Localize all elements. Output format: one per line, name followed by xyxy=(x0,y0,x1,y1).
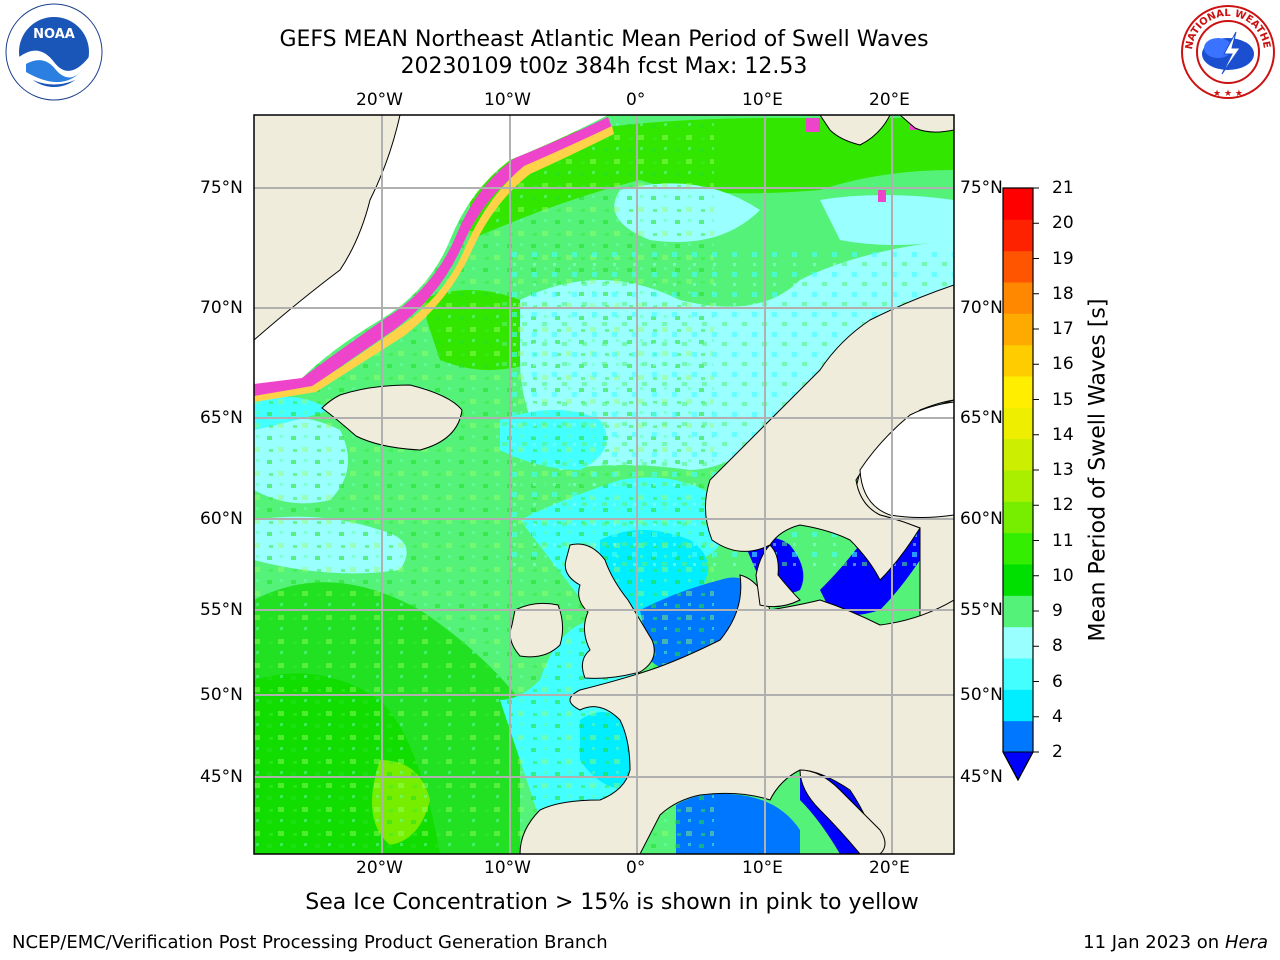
lat-label-left-70n: 70°N xyxy=(200,298,243,318)
great-britain-land xyxy=(564,543,655,679)
colorbar-tick-label: 9 xyxy=(1052,601,1063,621)
colorbar-segment xyxy=(1003,720,1033,753)
footer-date-text: 11 Jan 2023 on xyxy=(1083,932,1220,953)
lon-label-bottom-10e: 10°E xyxy=(742,858,783,878)
graticule xyxy=(254,115,954,854)
colorbar-tick-label: 8 xyxy=(1052,636,1063,657)
lat-label-left-50n: 50°N xyxy=(200,685,243,705)
colorbar-tick-label: 16 xyxy=(1052,354,1074,375)
lat-label-right-70n: 70°N xyxy=(960,298,1003,318)
colorbar-frame xyxy=(1002,187,1034,782)
colorbar-tick-label: 18 xyxy=(1052,283,1074,304)
colorbar-segment xyxy=(1003,282,1033,314)
lon-label-top-20e: 20°E xyxy=(869,90,910,110)
lon-label-bottom-10w: 10°W xyxy=(484,858,531,878)
colorbar-segment xyxy=(1003,376,1033,408)
map-frame xyxy=(253,114,955,855)
lat-label-right-65n: 65°N xyxy=(960,408,1003,428)
lat-label-left-65n: 65°N xyxy=(200,408,243,428)
colorbar-tick-label: 19 xyxy=(1052,248,1074,269)
lat-label-left-75n: 75°N xyxy=(200,178,243,198)
colorbar-tick-label: 20 xyxy=(1052,213,1074,234)
sea-ice-note: Sea Ice Concentration > 15% is shown in … xyxy=(305,890,919,915)
colorbar-segment xyxy=(1003,501,1033,534)
lat-label-right-50n: 50°N xyxy=(960,685,1003,705)
lat-label-left-60n: 60°N xyxy=(200,509,243,529)
lat-label-right-55n: 55°N xyxy=(960,600,1003,620)
lon-label-bottom-20w: 20°W xyxy=(356,858,403,878)
colorbar-title: Mean Period of Swell Waves [s] xyxy=(1085,298,1111,642)
svalbard-land xyxy=(819,115,891,146)
chart-title: GEFS MEAN Northeast Atlantic Mean Period… xyxy=(279,27,929,52)
colorbar-tick-label: 21 xyxy=(1052,178,1074,198)
footer-date: 11 Jan 2023 on Hera xyxy=(1083,932,1268,953)
colorbar-segment xyxy=(1003,595,1033,628)
colorbar-tick-label: 15 xyxy=(1052,389,1074,410)
svg-text:★ ★ ★: ★ ★ ★ xyxy=(1213,89,1243,99)
lon-label-top-10e: 10°E xyxy=(742,90,783,110)
colorbar-tick-label: 14 xyxy=(1052,424,1074,445)
colorbar-tick-label: 6 xyxy=(1052,671,1063,692)
lat-label-right-75n: 75°N xyxy=(960,178,1003,198)
colorbar-segment xyxy=(1003,470,1033,502)
colorbar-extend-arrow xyxy=(1002,751,1034,782)
colorbar-tick-label: 10 xyxy=(1052,565,1074,586)
italy-land xyxy=(799,769,886,854)
lat-label-left-45n: 45°N xyxy=(200,767,243,787)
colorbar-segment xyxy=(1003,313,1033,346)
lon-label-top-0: 0° xyxy=(626,90,646,110)
colorbar-segment xyxy=(1003,407,1033,440)
colorbar-tick-label: 11 xyxy=(1052,530,1074,551)
lat-label-right-60n: 60°N xyxy=(960,509,1003,529)
lon-label-top-10w: 10°W xyxy=(484,90,531,110)
lon-label-bottom-0: 0° xyxy=(626,858,646,878)
colorbar-segment xyxy=(1003,564,1033,596)
footer-host: Hera xyxy=(1224,932,1268,953)
greenland-land xyxy=(254,115,401,341)
lat-label-right-45n: 45°N xyxy=(960,767,1003,787)
colorbar-segment xyxy=(1003,626,1033,659)
colorbar-segment xyxy=(1003,689,1033,722)
lon-label-bottom-20e: 20°E xyxy=(869,858,910,878)
continental-europe xyxy=(519,574,954,854)
colorbar-tick-label: 2 xyxy=(1052,742,1063,762)
colorbar-segment xyxy=(1003,438,1033,471)
noaa-logo-text: NOAA xyxy=(33,27,75,42)
lon-label-top-20w: 20°W xyxy=(356,90,403,110)
colorbar-segment xyxy=(1003,532,1033,565)
colorbar-segment xyxy=(1003,344,1033,377)
colorbar xyxy=(1002,187,1039,782)
nws-logo: NATIONAL WEATHER SERVICE ★ ★ ★ xyxy=(1178,2,1275,99)
colorbar-tick-label: 4 xyxy=(1052,706,1063,727)
colorbar-segment xyxy=(1003,658,1033,690)
colorbar-segment xyxy=(1003,188,1033,220)
map-field xyxy=(254,115,954,854)
ireland-land xyxy=(509,602,564,658)
colorbar-tick-label: 17 xyxy=(1052,319,1074,339)
colorbar-tick-label: 12 xyxy=(1052,495,1074,516)
chart-subtitle: 20230109 t00z 384h fcst Max: 12.53 xyxy=(400,54,808,79)
colorbar-tick-label: 13 xyxy=(1052,460,1074,480)
noaa-logo: NOAA xyxy=(5,3,103,101)
footer-credit: NCEP/EMC/Verification Post Processing Pr… xyxy=(12,932,608,953)
colorbar-segment xyxy=(1003,219,1033,252)
lat-label-left-55n: 55°N xyxy=(200,600,243,620)
colorbar-segment xyxy=(1003,250,1033,283)
